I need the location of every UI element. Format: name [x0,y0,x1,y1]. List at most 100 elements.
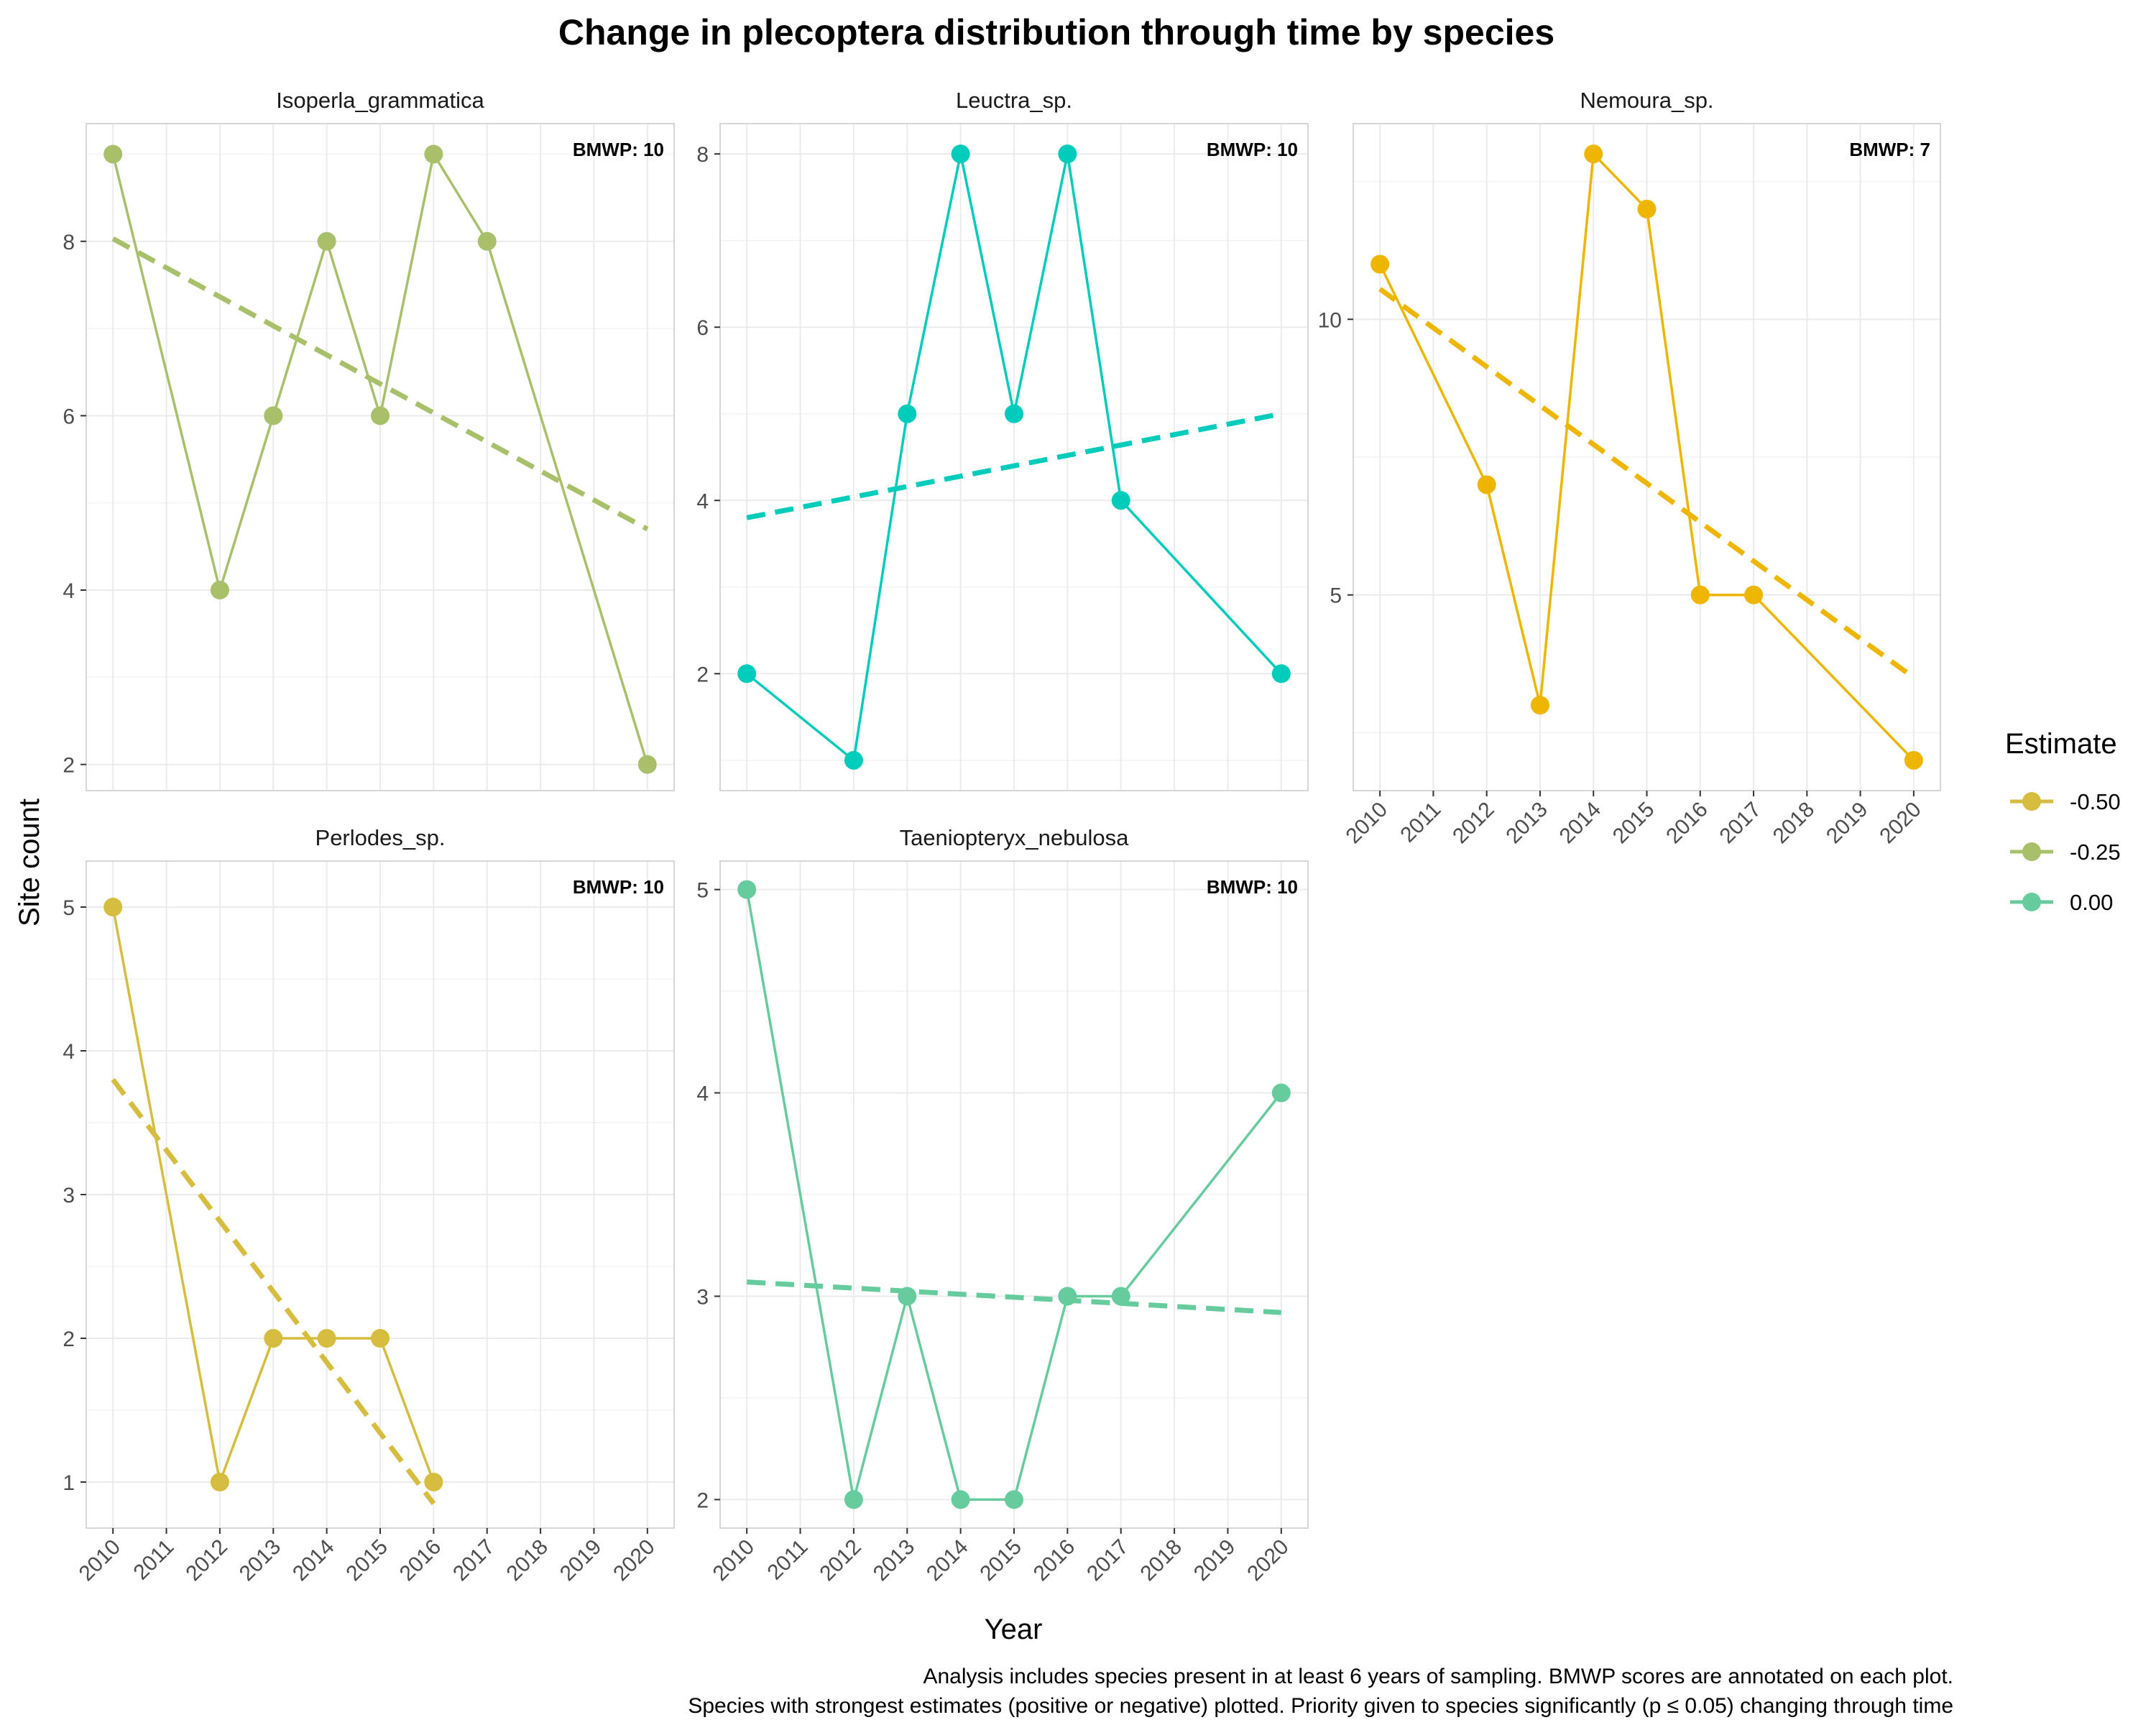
data-point-2013 [1530,696,1549,715]
bmwp-label: BMWP: 7 [1849,139,1930,160]
data-point-2012 [844,1490,863,1509]
data-point-2020 [1271,1083,1291,1103]
x-tick-label: 2017 [448,1535,499,1586]
x-tick-label: 2012 [1448,798,1499,849]
x-tick-label: 2011 [129,1535,179,1585]
y-axis-label: Site count [14,799,45,926]
legend-point [2022,842,2041,861]
x-tick-label: 2012 [181,1535,232,1586]
data-point-2020 [1271,664,1291,684]
y-tick-label: 1 [63,1471,75,1495]
y-tick-label: 5 [1330,584,1342,608]
facet-title: Isoperla_grammatica [276,88,484,113]
facet-title: Leuctra_sp. [956,88,1072,113]
data-point-2015 [1005,404,1023,423]
x-tick-label: 2011 [763,1535,813,1585]
data-point-2014 [1584,144,1603,164]
trend-line [746,411,1282,520]
data-point-2012 [210,1473,229,1491]
y-tick-label: 8 [63,231,75,254]
caption-line-2: Species with strongest estimates (positi… [688,1694,1953,1718]
x-tick-label: 2017 [1715,798,1766,849]
data-point-2013 [898,404,917,423]
x-tick-label: 2010 [1342,798,1393,849]
x-tick-label: 2014 [288,1535,339,1586]
x-tick-label: 2018 [502,1535,553,1586]
data-point-2020 [637,755,657,774]
x-tick-label: 2010 [709,1535,760,1586]
bmwp-label: BMWP: 10 [573,139,664,160]
x-tick-label: 2020 [1243,1535,1294,1586]
trend-line [111,1077,436,1506]
data-point-2013 [264,406,283,426]
panel-border [719,123,1309,791]
data-point-2010 [737,880,757,899]
y-tick-label: 4 [696,1082,709,1106]
data-point-2016 [1058,1287,1077,1306]
data-point-2017 [477,231,497,251]
data-point-2014 [951,144,970,164]
x-tick-label: 2014 [1555,798,1606,849]
legend-entry-2: -0.25 [2010,840,2121,865]
legend-entry-1: -0.50 [2010,789,2121,814]
x-tick-label: 2016 [395,1535,446,1586]
y-tick-label: 4 [63,1040,75,1064]
data-point-2010 [1370,254,1390,274]
chart-title: Change in plecoptera distribution throug… [558,12,1554,52]
facet-title: Perlodes_sp. [315,825,446,850]
series-line [746,152,1283,762]
x-tick-label: 2020 [1875,798,1926,849]
legend-label: 0.00 [2070,890,2113,915]
trend-line [111,236,649,532]
x-tick-label: 2013 [1501,798,1552,849]
data-point-2014 [951,1490,970,1509]
data-point-2012 [1477,475,1496,494]
y-tick-label: 6 [63,405,75,428]
x-tick-label: 2014 [922,1535,973,1586]
legend-label: -0.50 [2070,789,2121,814]
data-point-2016 [1690,585,1710,604]
series-line [111,906,436,1484]
x-tick-label: 2019 [556,1535,607,1586]
facet-title: Taeniopteryx_nebulosa [900,825,1130,850]
data-point-2015 [1637,199,1657,218]
y-tick-label: 2 [696,1489,709,1512]
data-point-2017 [1111,491,1130,510]
y-tick-label: 2 [63,1328,75,1351]
data-point-2010 [737,664,757,684]
y-tick-label: 2 [63,754,75,778]
data-point-2015 [371,406,390,426]
x-tick-label: 2017 [1082,1535,1133,1586]
data-point-2020 [1904,750,1923,770]
x-tick-label: 2016 [1662,798,1713,849]
x-tick-label: 2016 [1029,1535,1080,1586]
data-point-2010 [103,144,123,164]
y-tick-label: 10 [1318,308,1342,332]
y-tick-label: 3 [696,1285,709,1309]
trend-line [1378,287,1915,680]
x-tick-label: 2020 [609,1535,660,1586]
bmwp-label: BMWP: 10 [573,876,664,898]
legend: Estimate -0.50 -0.25 0.00 [2005,728,2121,915]
panel-leuctra-sp: Leuctra_sp. 2 4 6 8 BMWP: 10 [696,88,1309,791]
data-point-2012 [210,580,229,599]
y-tick-label: 5 [63,896,75,920]
y-tick-label: 8 [696,143,709,167]
data-point-2015 [1005,1490,1023,1509]
data-point-2014 [317,231,336,251]
facet-title: Nemoura_sp. [1580,88,1713,113]
data-point-2016 [1058,144,1077,164]
data-point-2017 [1744,585,1764,604]
x-tick-label: 2013 [869,1535,920,1586]
data-point-2013 [898,1287,917,1306]
x-tick-label: 2013 [235,1535,286,1586]
data-point-2016 [424,144,443,164]
data-point-2013 [264,1329,283,1348]
x-tick-label: 2015 [975,1535,1026,1586]
panel-isoperla-grammatica: Isoperla_grammatica 2 4 6 8 BMWP: 10 [63,88,675,791]
y-tick-label: 4 [696,489,709,513]
data-point-2016 [424,1473,443,1491]
